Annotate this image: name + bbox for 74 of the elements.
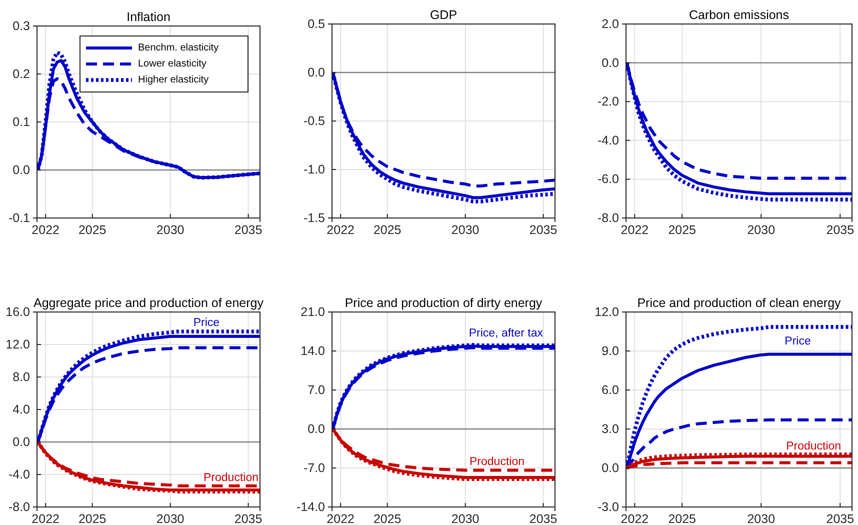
y-tick-label: -6.0 (597, 172, 620, 186)
legend-label: Lower elasticity (138, 58, 206, 70)
annotation: Production (204, 472, 258, 484)
x-tick-label: 2030 (156, 222, 184, 237)
legend-label: Benchm. elasticity (138, 42, 219, 54)
x-tick-label: 2035 (529, 512, 558, 525)
x-tick-label: 2035 (826, 222, 854, 237)
y-tick-label: -4.0 (8, 468, 30, 482)
y-tick-label: 21.0 (300, 305, 326, 319)
y-tick-label: 0.0 (12, 163, 30, 177)
y-tick-label: 14.0 (300, 344, 326, 358)
annotation: Production (786, 440, 842, 453)
y-tick-label: 0.0 (602, 56, 620, 70)
y-tick-label: -2.0 (597, 94, 620, 109)
y-tick-label: 3.0 (602, 422, 620, 436)
y-tick-label: 12.0 (594, 305, 620, 319)
x-tick-label: 2025 (78, 512, 106, 525)
x-tick-label: 2022 (326, 222, 355, 237)
y-tick-label: 4.0 (12, 402, 30, 416)
y-tick-label: 2.0 (602, 17, 620, 31)
x-tick-label: 2030 (451, 222, 480, 237)
y-tick-label: -1.5 (303, 211, 326, 225)
y-tick-label: 7.0 (308, 383, 326, 397)
x-tick-label: 2030 (156, 512, 184, 525)
x-tick-label: 2025 (668, 512, 696, 525)
y-tick-label: 9.0 (602, 344, 620, 358)
y-tick-label: 0.0 (12, 435, 30, 449)
x-tick-label: 2030 (451, 512, 480, 525)
x-tick-label: 2035 (529, 222, 558, 237)
chart-title: Inflation (126, 10, 170, 24)
y-tick-label: 12.0 (6, 338, 30, 352)
y-tick-label: 0.0 (308, 422, 326, 436)
y-tick-label: 0.0 (602, 461, 620, 475)
y-tick-label: 0.3 (12, 19, 30, 33)
y-tick-label: 6.0 (602, 383, 620, 397)
x-tick-label: 2030 (747, 512, 776, 525)
chart-title: Price and production of dirty energy (344, 296, 543, 310)
chart-title: Carbon emissions (688, 8, 790, 22)
x-tick-label: 2030 (747, 222, 776, 237)
x-tick-label: 2025 (78, 222, 106, 237)
x-tick-label: 2022 (32, 512, 60, 525)
y-tick-label: -7.0 (303, 461, 326, 475)
y-tick-label: 0.2 (12, 67, 30, 81)
y-tick-label: -0.1 (8, 211, 30, 225)
y-tick-label: 16.0 (6, 305, 30, 319)
x-tick-label: 2022 (326, 512, 355, 525)
x-tick-label: 2022 (620, 512, 649, 525)
x-tick-label: 2035 (234, 222, 262, 237)
legend-label: Higher elasticity (138, 74, 209, 86)
y-tick-label: 0.5 (308, 17, 326, 31)
y-tick-label: -1.0 (303, 162, 326, 176)
y-tick-label: -0.5 (303, 114, 326, 128)
annotation: Price (784, 335, 811, 348)
chart-title: GDP (430, 8, 458, 22)
annotation: Price (193, 316, 220, 329)
y-tick-label: -4.0 (597, 133, 620, 148)
x-tick-label: 2025 (373, 512, 402, 525)
y-tick-label: 8.0 (12, 370, 30, 384)
y-tick-label: 0.1 (12, 115, 30, 129)
annotation: Production (470, 456, 525, 468)
x-tick-label: 2025 (668, 222, 696, 237)
x-tick-label: 2035 (234, 512, 262, 525)
y-tick-label: -3.0 (597, 500, 620, 514)
y-tick-label: -8.0 (8, 500, 30, 514)
annotation: Price, after tax (468, 327, 544, 340)
y-tick-label: -14.0 (296, 500, 326, 514)
chart-title: Aggregate price and production of energy (33, 296, 264, 310)
x-tick-label: 2035 (826, 512, 854, 525)
chart-title: Price and production of clean energy (637, 296, 842, 310)
x-tick-label: 2022 (620, 222, 649, 237)
x-tick-label: 2022 (32, 222, 60, 237)
y-tick-label: -8.0 (597, 211, 620, 225)
x-tick-label: 2025 (373, 222, 402, 237)
y-tick-label: 0.0 (308, 66, 326, 80)
